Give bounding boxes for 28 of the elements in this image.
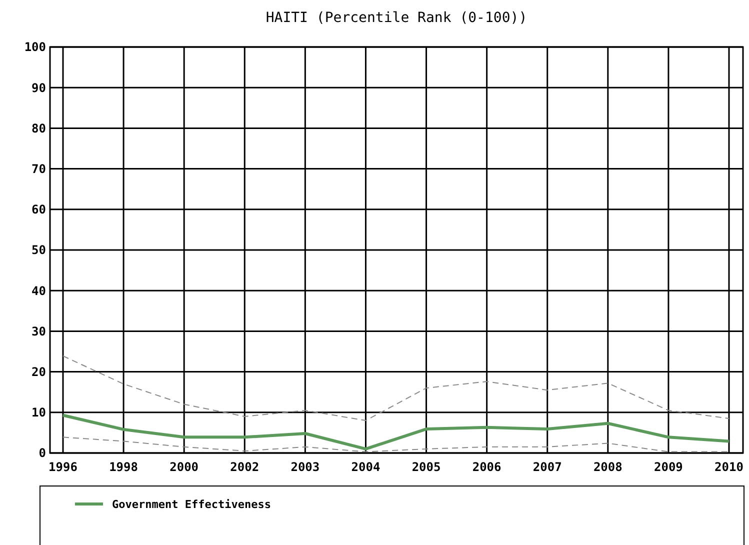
x-tick-label: 2006	[472, 460, 502, 474]
y-tick-label: 80	[32, 121, 46, 136]
y-tick-label: 30	[32, 324, 46, 338]
y-tick-label: 20	[32, 365, 46, 379]
line-series	[62, 355, 730, 422]
y-tick-label: 10	[32, 406, 46, 420]
x-tick-label: 2009	[654, 460, 683, 474]
y-tick-label: 0	[38, 446, 46, 460]
chart-title: HAITI (Percentile Rank (0-100))	[266, 10, 528, 26]
y-tick-label: 40	[32, 284, 46, 298]
y-tick-label: 100	[24, 40, 46, 54]
x-tick-label: 2004	[351, 460, 380, 474]
x-tick-label: 2000	[170, 460, 199, 474]
x-tick-label: 2002	[230, 460, 260, 474]
legend-label: Government Effectiveness	[112, 498, 271, 511]
line-series	[62, 436, 730, 452]
x-tick-label: 2008	[593, 460, 622, 474]
x-tick-label: 2005	[412, 460, 441, 474]
y-tick-label: 50	[32, 243, 46, 258]
x-tick-label: 1996	[48, 460, 78, 474]
y-tick-label: 60	[32, 202, 46, 217]
y-tick-label: 70	[32, 162, 46, 176]
x-tick-label: 2003	[290, 460, 320, 474]
line-series	[62, 414, 730, 450]
x-tick-label: 1998	[109, 460, 138, 474]
y-tick-label: 90	[32, 80, 46, 95]
x-tick-label: 2010	[714, 460, 744, 474]
x-tick-label: 2007	[532, 460, 562, 474]
